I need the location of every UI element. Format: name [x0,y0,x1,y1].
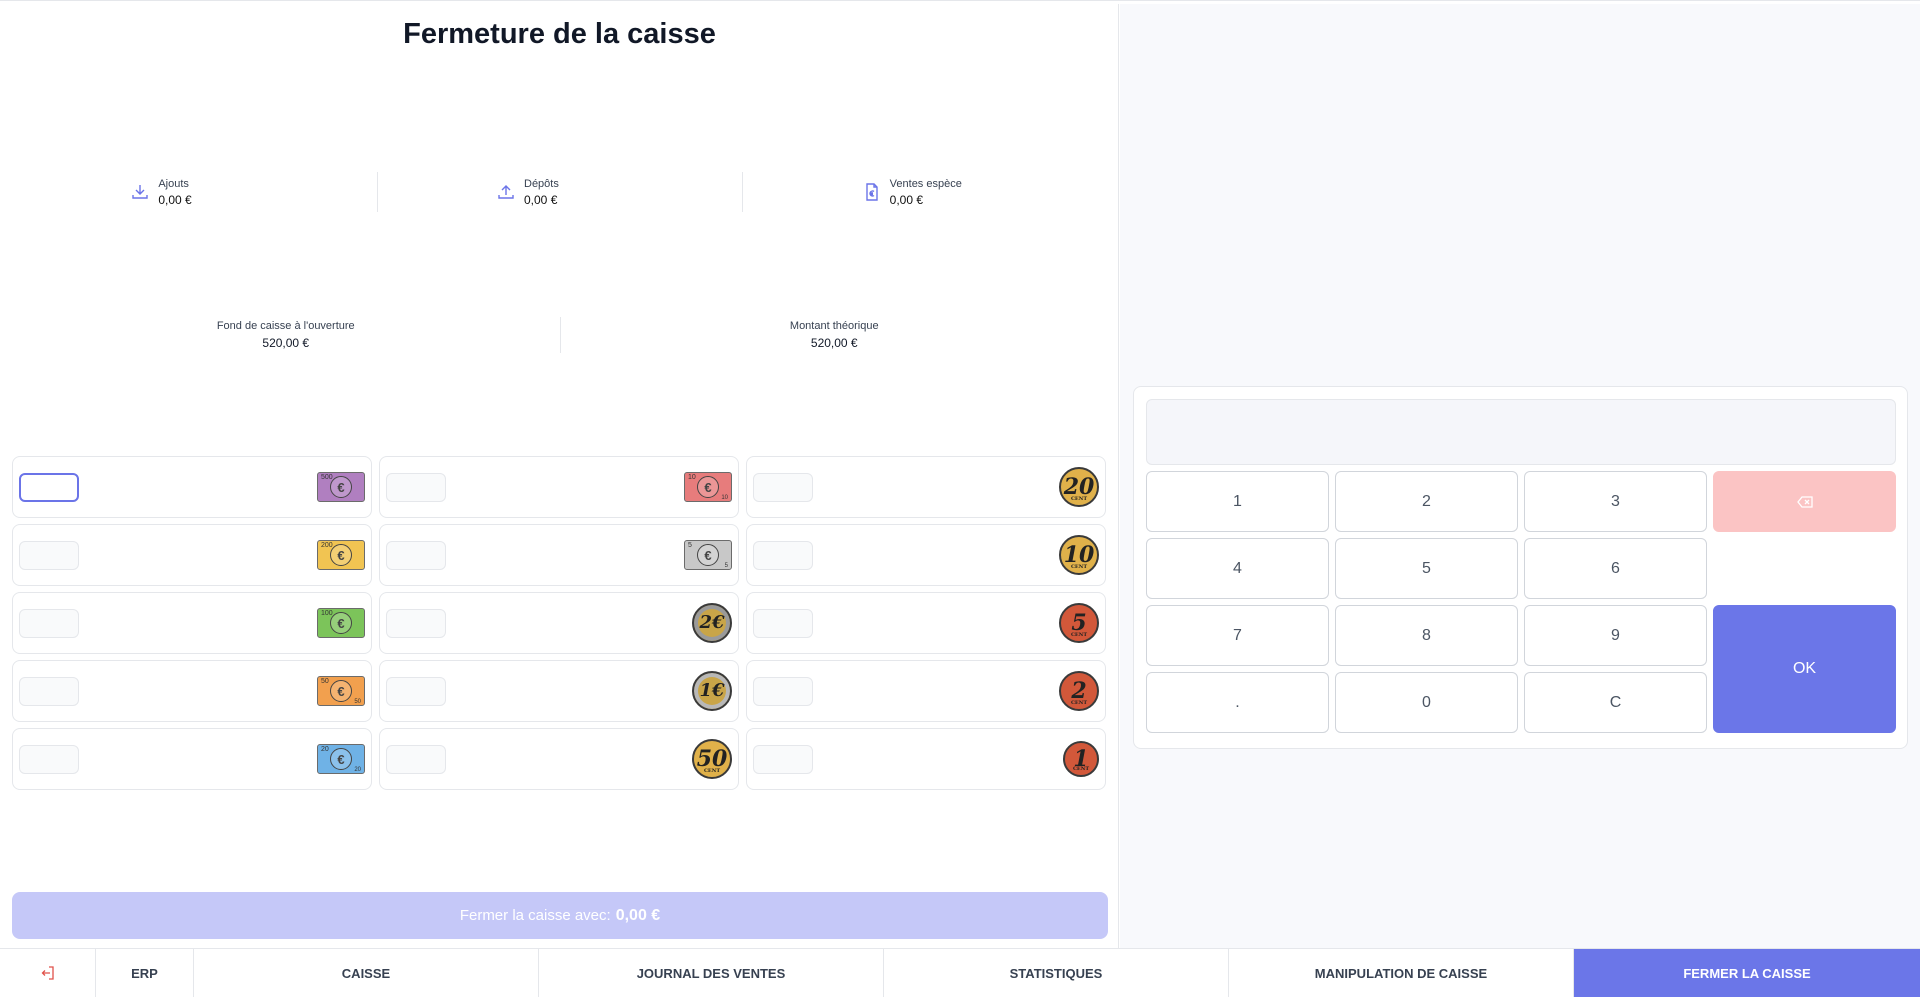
count-input-10c[interactable] [753,540,813,570]
count-input-5c[interactable] [753,608,813,638]
bottom-nav: ERP CAISSE JOURNAL DES VENTES STATISTIQU… [0,948,1920,997]
key-7[interactable]: 7 [1146,605,1329,666]
denom-cell-10: 10 €10 [379,456,739,518]
stat-value: 0,00 € [524,192,558,207]
banknote-200-icon: 200 € [317,540,365,570]
count-input-100[interactable] [19,608,79,638]
stats-row: Ajouts 0,00 € Dépôts 0,00 € Ventes espèce 0… [12,172,1108,212]
nav-fermer-la-caisse[interactable]: FERMER LA CAISSE [1574,949,1920,997]
closing-panel: Fermeture de la caisse Ajouts 0,00 € Dépô… [0,4,1119,948]
fond-label: Fond de caisse à l'ouverture [216,320,355,332]
key-8[interactable]: 8 [1335,605,1518,666]
denom-cell-500: 500 € [12,456,372,518]
banknote-20-icon: 20 €20 [317,744,365,774]
banknote-500-icon: 500 € [317,472,365,502]
count-input-50[interactable] [19,676,79,706]
key-decimal[interactable]: . [1146,672,1329,733]
stat-ventes-espece: Ventes espèce 0,00 € [743,172,1108,212]
denom-cell-10c: 10 CENT [746,524,1106,586]
key-9[interactable]: 9 [1524,605,1707,666]
denom-cell-2e: 2€ [379,592,739,654]
coin-10-cent-icon: 10 CENT [1059,535,1099,575]
stat-label: Ventes espèce [889,177,962,190]
key-2[interactable]: 2 [1335,471,1518,532]
count-input-10[interactable] [386,472,446,502]
nav-journal-des-ventes[interactable]: JOURNAL DES VENTES [539,949,884,997]
keypad-display [1146,399,1896,465]
key-6[interactable]: 6 [1524,538,1707,599]
count-input-20[interactable] [19,744,79,774]
stat-value: 0,00 € [158,192,192,207]
numeric-keypad: 1 2 3 4 5 6 7 8 9 OK . 0 C [1133,386,1908,749]
logout-icon [41,966,54,980]
denom-cell-50c: 50 CENT [379,728,739,790]
theorique-label: Montant théorique [789,320,879,332]
denom-cell-50: 50 €50 [12,660,372,722]
coin-1-euro-icon: 1€ [692,671,732,711]
nav-erp[interactable]: ERP [96,949,194,997]
coin-2-cent-icon: 2 CENT [1059,671,1099,711]
backspace-button[interactable] [1713,471,1896,532]
download-icon [132,185,149,199]
count-input-2c[interactable] [753,676,813,706]
key-4[interactable]: 4 [1146,538,1329,599]
fond-ouverture: Fond de caisse à l'ouverture 520,00 € [12,317,561,353]
clear-button[interactable]: C [1524,672,1707,733]
denom-cell-20: 20 €20 [12,728,372,790]
count-input-200[interactable] [19,540,79,570]
stat-label: Dépôts [524,177,559,190]
submit-label: Fermer la caisse avec: [459,907,611,924]
count-input-1c[interactable] [753,744,813,774]
nav-manipulation-de-caisse[interactable]: MANIPULATION DE CAISSE [1229,949,1574,997]
stat-label: Ajouts [158,177,189,190]
nav-statistiques[interactable]: STATISTIQUES [884,949,1229,997]
backspace-icon [1796,495,1813,508]
montant-theorique: Montant théorique 520,00 € [561,317,1109,353]
coin-2-euro-icon: 2€ [692,603,732,643]
submit-amount: 0,00 € [615,906,661,924]
coin-1-cent-icon: 1 CENT [1063,741,1099,777]
key-3[interactable]: 3 [1524,471,1707,532]
denom-cell-5: 5 €5 [379,524,739,586]
stat-ajouts: Ajouts 0,00 € [12,172,378,212]
banknote-10-icon: 10 €10 [684,472,732,502]
page-title: Fermeture de la caisse [403,18,716,50]
count-input-20c[interactable] [753,472,813,502]
denom-cell-1c: 1 CENT [746,728,1106,790]
amounts-row: Fond de caisse à l'ouverture 520,00 € Mo… [12,317,1108,353]
count-input-1e[interactable] [386,676,446,706]
count-input-2e[interactable] [386,608,446,638]
close-register-submit-button[interactable]: Fermer la caisse avec: 0,00 € [12,892,1108,939]
count-input-50c[interactable] [386,744,446,774]
denom-cell-5c: 5 CENT [746,592,1106,654]
stat-depots: Dépôts 0,00 € [378,172,744,212]
key-0[interactable]: 0 [1335,672,1518,733]
count-input-500[interactable] [19,472,79,502]
denom-cell-200: 200 € [12,524,372,586]
ok-button[interactable]: OK [1713,605,1896,733]
denomination-grid: 500 € 10 €10 20 CENT 200 € 5 €5 10 CENT 100 € [12,456,1107,790]
denom-cell-1e: 1€ [379,660,739,722]
key-5[interactable]: 5 [1335,538,1518,599]
coin-20-cent-icon: 20 CENT [1059,467,1099,507]
banknote-50-icon: 50 €50 [317,676,365,706]
fond-value: 520,00 € [262,336,310,350]
key-1[interactable]: 1 [1146,471,1329,532]
stat-value: 0,00 € [889,192,924,207]
coin-50-cent-icon: 50 CENT [692,739,732,779]
logout-button[interactable] [0,949,96,997]
denom-cell-20c: 20 CENT [746,456,1106,518]
nav-caisse[interactable]: CAISSE [194,949,539,997]
denom-cell-2c: 2 CENT [746,660,1106,722]
euro-file-icon [865,183,878,201]
banknote-5-icon: 5 €5 [684,540,732,570]
count-input-5[interactable] [386,540,446,570]
banknote-100-icon: 100 € [317,608,365,638]
theorique-value: 520,00 € [810,336,858,350]
denom-cell-100: 100 € [12,592,372,654]
top-border [0,0,1920,4]
upload-icon [498,185,514,199]
coin-5-cent-icon: 5 CENT [1059,603,1099,643]
